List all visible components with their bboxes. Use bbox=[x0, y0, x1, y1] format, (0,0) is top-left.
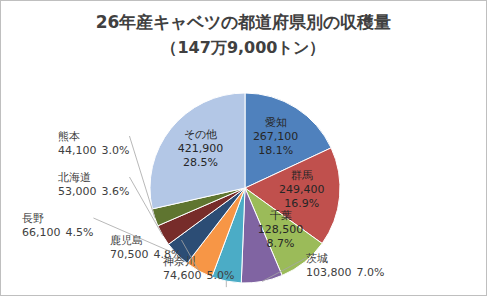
data-label: 千葉128,5008.7% bbox=[258, 209, 304, 250]
data-label-part: 長野 bbox=[22, 212, 44, 225]
data-label: 熊本44,100 3.0% bbox=[58, 130, 129, 157]
leader-line bbox=[129, 136, 154, 217]
data-label-part: 28.5% bbox=[183, 156, 218, 169]
data-label-part: 66,100 bbox=[22, 226, 61, 239]
data-label-part: 421,900 bbox=[178, 142, 224, 155]
data-label-part: 44,100 bbox=[58, 144, 97, 157]
leader-line bbox=[262, 258, 306, 281]
data-label: 北海道53,000 3.6% bbox=[58, 171, 129, 198]
leader-line bbox=[226, 281, 227, 287]
slices bbox=[150, 93, 340, 283]
pie-slice bbox=[245, 148, 340, 244]
data-label-part: 鹿児島 bbox=[110, 234, 143, 247]
leader-line bbox=[93, 218, 177, 254]
data-label-part: 74,600 bbox=[163, 269, 202, 282]
data-label: 愛知267,10018.1% bbox=[253, 116, 299, 157]
chart: 26年産キャベツの都道府県別の収穫量 （147万9,000トン） 愛知267,100… bbox=[0, 0, 487, 296]
data-label-part: 8.7% bbox=[267, 237, 295, 250]
leader-line bbox=[181, 240, 198, 271]
data-label-part: 7.0% bbox=[357, 266, 385, 279]
chart-frame bbox=[1, 1, 487, 296]
data-label: 群馬249,40016.9% bbox=[279, 169, 325, 210]
data-label-part: 103,800 bbox=[306, 266, 352, 279]
data-labels: 愛知267,10018.1% 群馬249,40016.9%千葉128,5008.7… bbox=[22, 116, 384, 287]
data-label-part: 53,000 bbox=[58, 185, 97, 198]
data-label: その他421,90028.5% bbox=[178, 128, 224, 169]
data-label-part: 千葉 bbox=[270, 209, 292, 222]
data-label-part: 愛知 bbox=[265, 116, 287, 129]
data-label-part: その他 bbox=[184, 128, 217, 141]
data-label-part: 128,500 bbox=[258, 223, 304, 236]
leader-line bbox=[129, 177, 162, 235]
data-label-part: 267,100 bbox=[253, 130, 299, 143]
data-label: 長野66,100 4.5% bbox=[22, 212, 93, 239]
data-label-part: 3.0% bbox=[102, 144, 130, 157]
data-label: 鹿児島70,5004.8% bbox=[110, 234, 181, 261]
subtitle: （147万9,000トン） bbox=[161, 38, 325, 57]
title: 26年産キャベツの都道府県別の収穫量 bbox=[96, 12, 392, 32]
data-label-part: 70,500 bbox=[110, 248, 149, 261]
data-label-part: 4.5% bbox=[66, 226, 94, 239]
data-label-part: 249,400 bbox=[279, 183, 325, 196]
data-label-part: 18.1% bbox=[258, 144, 293, 157]
data-label-part: 3.6% bbox=[102, 185, 130, 198]
data-label-part: 北海道 bbox=[58, 171, 91, 184]
pie-slice bbox=[150, 93, 245, 209]
data-label-part: 茨城 bbox=[306, 252, 328, 265]
data-label-part: 熊本 bbox=[58, 130, 80, 143]
data-label-part: 群馬 bbox=[291, 169, 313, 182]
data-label: 茨城103,800 7.0% bbox=[306, 252, 384, 279]
data-label-part: 5.0% bbox=[207, 269, 235, 282]
